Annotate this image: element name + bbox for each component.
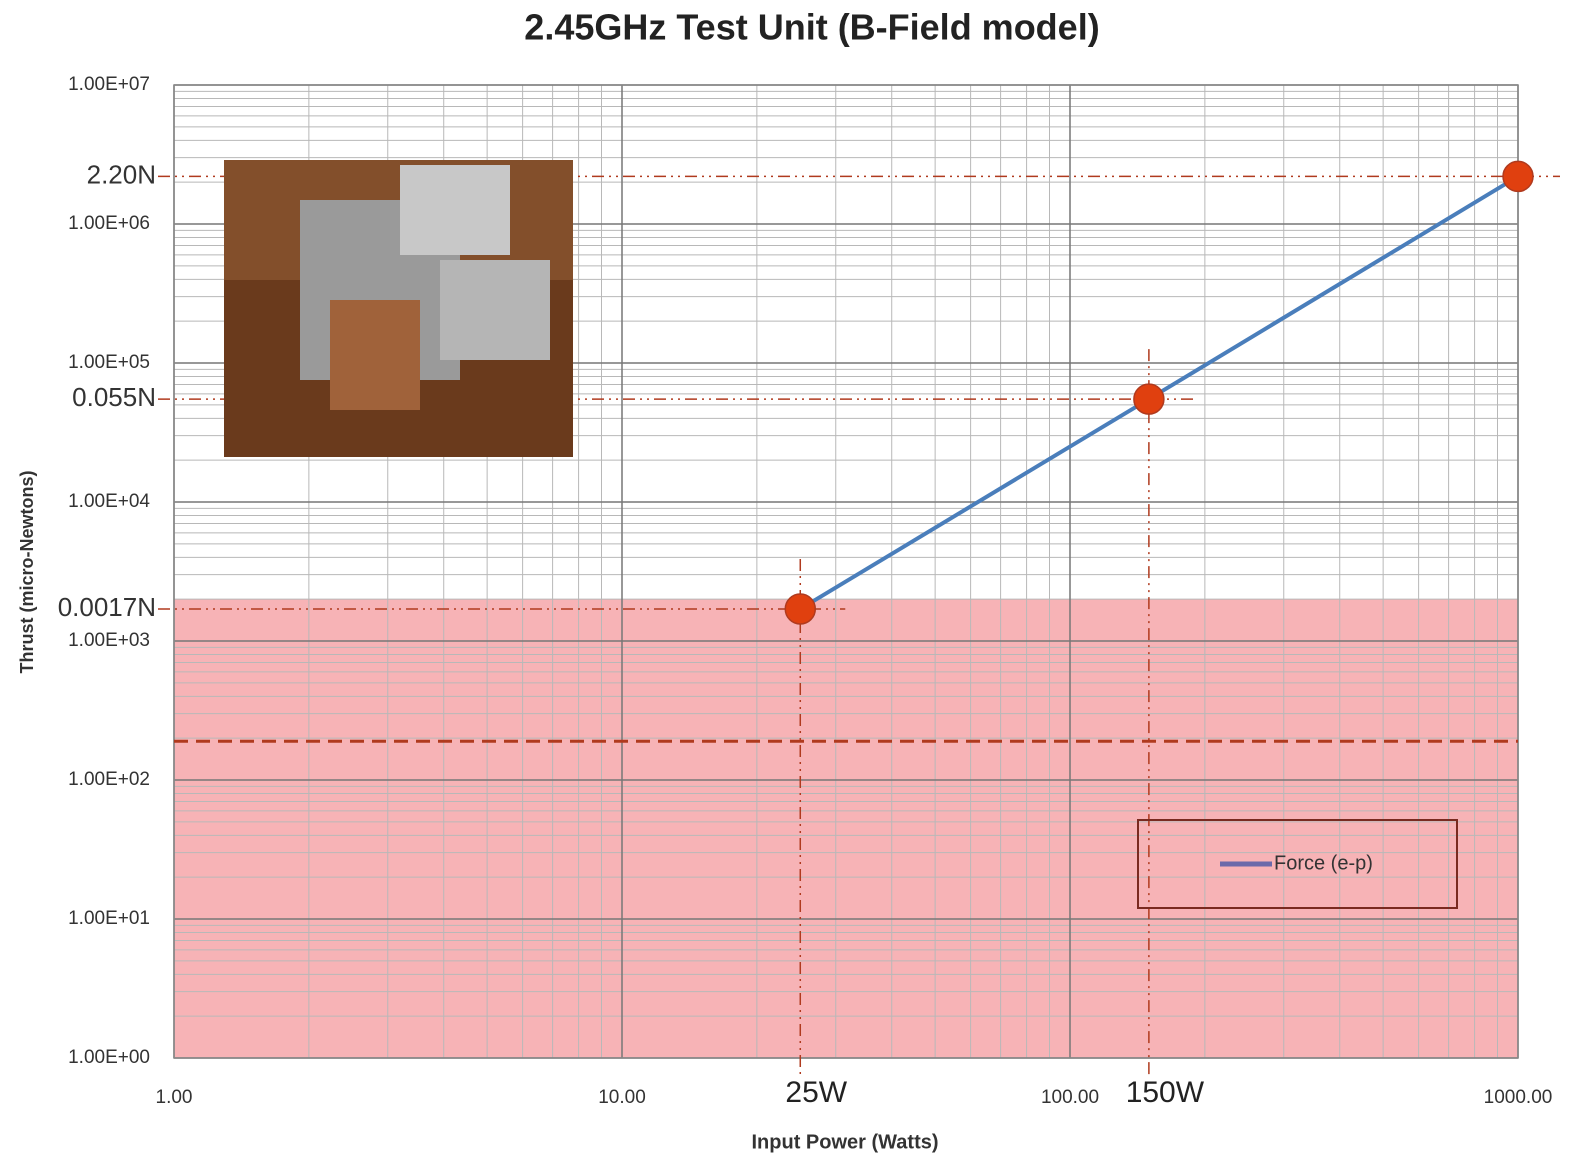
- photo-part: [400, 165, 510, 255]
- x-tick-label: 1.00: [156, 1087, 193, 1108]
- x-tick-label: 10.00: [598, 1087, 646, 1108]
- x-axis-label: Input Power (Watts): [751, 1131, 938, 1153]
- y-tick-label: 1.00E+00: [68, 1047, 150, 1068]
- annotation-label: 150W: [1126, 1076, 1205, 1109]
- photo-inset: [224, 160, 573, 457]
- x-tick-label: 100.00: [1041, 1087, 1099, 1108]
- annotation-label: 0.055N: [72, 382, 156, 412]
- annotation-label: 0.0017N: [58, 592, 156, 622]
- x-tick-label: 1000.00: [1484, 1087, 1553, 1108]
- y-tick-label: 1.00E+02: [68, 769, 150, 790]
- chart-title: 2.45GHz Test Unit (B-Field model): [524, 7, 1099, 48]
- photo-part: [330, 300, 420, 410]
- chart: 2.45GHz Test Unit (B-Field model) Input …: [0, 0, 1585, 1170]
- photo-part: [440, 260, 550, 360]
- y-tick-label: 1.00E+04: [68, 491, 150, 512]
- y-tick-label: 1.00E+06: [68, 213, 150, 234]
- shaded-band: [174, 599, 1518, 1058]
- background-layer: [174, 599, 1518, 1058]
- data-point: [1134, 384, 1164, 414]
- y-tick-label: 1.00E+01: [68, 908, 150, 929]
- y-tick-label: 1.00E+03: [68, 630, 150, 651]
- data-point: [1503, 161, 1533, 191]
- data-point: [785, 594, 815, 624]
- y-tick-label: 1.00E+07: [68, 74, 150, 95]
- annotation-label: 25W: [785, 1076, 847, 1109]
- y-tick-label: 1.00E+05: [68, 352, 150, 373]
- legend-label: Force (e-p): [1274, 852, 1373, 874]
- annotation-label: 2.20N: [87, 159, 156, 189]
- y-axis-label: Thrust (micro-Newtons): [17, 470, 37, 673]
